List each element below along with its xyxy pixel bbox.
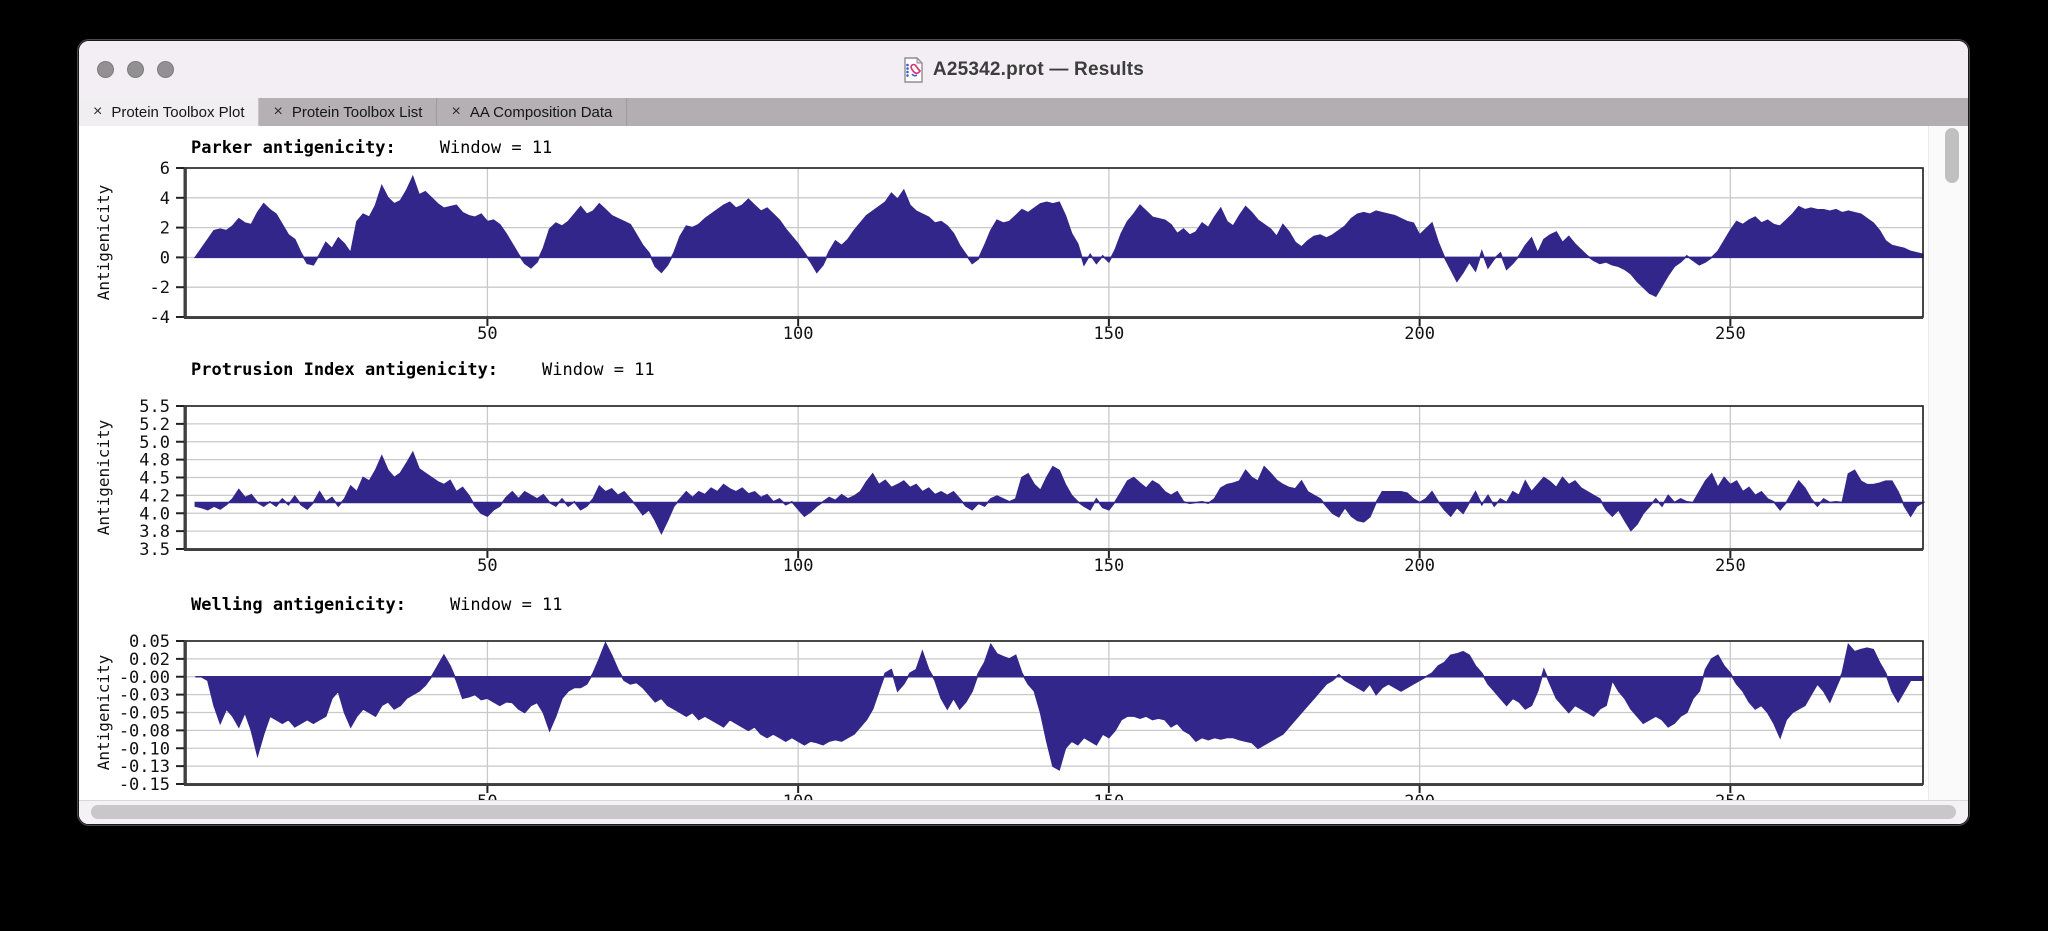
plot-content-area: 6 4 2 0 -2 -4 50 100 150 200 250 Parker antigenicit… bbox=[79, 126, 1968, 824]
y-tick-label: -2 bbox=[150, 278, 170, 298]
title-group: A25342.prot — Results bbox=[903, 56, 1145, 83]
y-tick-label: -0.13 bbox=[119, 757, 170, 777]
zoom-window-button[interactable] bbox=[157, 61, 174, 78]
y-tick-label: 0.02 bbox=[129, 650, 170, 670]
y-tick-label: -0.10 bbox=[119, 739, 170, 759]
y-tick-label: 2 bbox=[160, 219, 170, 239]
charts-svg: 6 4 2 0 -2 -4 50 100 150 200 250 Parker antigenicit… bbox=[94, 138, 1926, 812]
x-tick-label: 150 bbox=[1094, 556, 1125, 576]
y-tick-label: -4 bbox=[150, 308, 170, 328]
protein-file-icon bbox=[904, 56, 924, 83]
x-tick-label: 200 bbox=[1404, 556, 1435, 576]
chart-3: 0.050.02-0.00-0.03-0.05-0.08-0.10-0.13-0… bbox=[94, 595, 1924, 812]
close-tab-icon[interactable]: × bbox=[93, 103, 103, 120]
horizontal-scrollbar-thumb[interactable] bbox=[91, 805, 1956, 819]
y-tick-label: 4.0 bbox=[139, 504, 170, 524]
close-tab-icon[interactable]: × bbox=[273, 103, 283, 120]
y-tick-label: -0.08 bbox=[119, 721, 170, 741]
x-tick-label: 50 bbox=[477, 556, 497, 576]
x-tick-label: 100 bbox=[783, 324, 814, 344]
x-tick-label: 250 bbox=[1715, 556, 1746, 576]
window-titlebar[interactable]: A25342.prot — Results bbox=[79, 41, 1968, 98]
tab-protein-toolbox-list[interactable]: × Protein Toolbox List bbox=[259, 98, 438, 126]
window-title: A25342.prot — Results bbox=[932, 58, 1145, 80]
tab-label: Protein Toolbox List bbox=[291, 103, 423, 121]
antigenicity-area-series bbox=[195, 641, 1924, 771]
chart-title: Welling antigenicity: Window = 11 bbox=[191, 595, 563, 615]
chart-1: 6 4 2 0 -2 -4 50 100 150 200 250 Parker antigenicit… bbox=[94, 138, 1924, 344]
y-tick-label: -0.00 bbox=[119, 668, 170, 688]
tab-protein-toolbox-plot[interactable]: × Protein Toolbox Plot bbox=[79, 98, 260, 126]
x-tick-label: 150 bbox=[1094, 324, 1125, 344]
close-window-button[interactable] bbox=[97, 61, 114, 78]
chart-title: Parker antigenicity: Window = 11 bbox=[191, 138, 552, 158]
minimize-window-button[interactable] bbox=[127, 61, 144, 78]
tab-label: AA Composition Data bbox=[469, 103, 613, 121]
x-tick-label: 250 bbox=[1715, 324, 1746, 344]
tab-aa-composition-data[interactable]: × AA Composition Data bbox=[437, 98, 628, 126]
y-axis-label: Antigenicity bbox=[94, 419, 113, 535]
y-tick-label: 5.5 bbox=[139, 397, 170, 417]
y-axis-label: Antigenicity bbox=[94, 654, 113, 770]
chart-title: Protrusion Index antigenicity: Window = 1… bbox=[191, 360, 655, 380]
vertical-scrollbar-thumb[interactable] bbox=[1945, 128, 1959, 183]
y-tick-label: 3.5 bbox=[139, 540, 170, 560]
tab-bar: × Protein Toolbox Plot × Protein Toolbox… bbox=[79, 98, 1968, 126]
x-tick-label: 200 bbox=[1404, 324, 1435, 344]
y-tick-label: 5.0 bbox=[139, 433, 170, 453]
y-tick-label: -0.05 bbox=[119, 704, 170, 724]
x-tick-label: 50 bbox=[477, 324, 497, 344]
y-tick-label: -0.03 bbox=[119, 686, 170, 706]
traffic-lights bbox=[97, 41, 174, 98]
tab-label: Protein Toolbox Plot bbox=[111, 103, 245, 121]
y-tick-label: 6 bbox=[160, 159, 170, 179]
y-axis-label: Antigenicity bbox=[94, 184, 113, 300]
y-tick-label: 4.5 bbox=[139, 469, 170, 489]
results-window: A25342.prot — Results × Protein Toolbox … bbox=[78, 40, 1969, 825]
y-tick-label: 4.2 bbox=[139, 486, 170, 506]
y-tick-label: 0 bbox=[160, 248, 170, 268]
y-tick-label: 4 bbox=[160, 189, 170, 209]
antigenicity-area-series bbox=[193, 174, 1924, 298]
x-tick-label: 100 bbox=[783, 556, 814, 576]
horizontal-scrollbar[interactable] bbox=[79, 800, 1968, 824]
y-tick-label: 4.8 bbox=[139, 451, 170, 471]
y-tick-label: 5.2 bbox=[139, 415, 170, 435]
y-tick-label: -0.15 bbox=[119, 775, 170, 795]
y-tick-label: 3.8 bbox=[139, 522, 170, 542]
chart-2: 5.55.25.04.84.54.24.03.83.5 50 100 150 200 25… bbox=[94, 360, 1926, 576]
antigenicity-area-series bbox=[194, 450, 1926, 536]
vertical-scrollbar[interactable] bbox=[1928, 126, 1968, 801]
close-tab-icon[interactable]: × bbox=[451, 103, 461, 120]
y-tick-label: 0.05 bbox=[129, 632, 170, 652]
